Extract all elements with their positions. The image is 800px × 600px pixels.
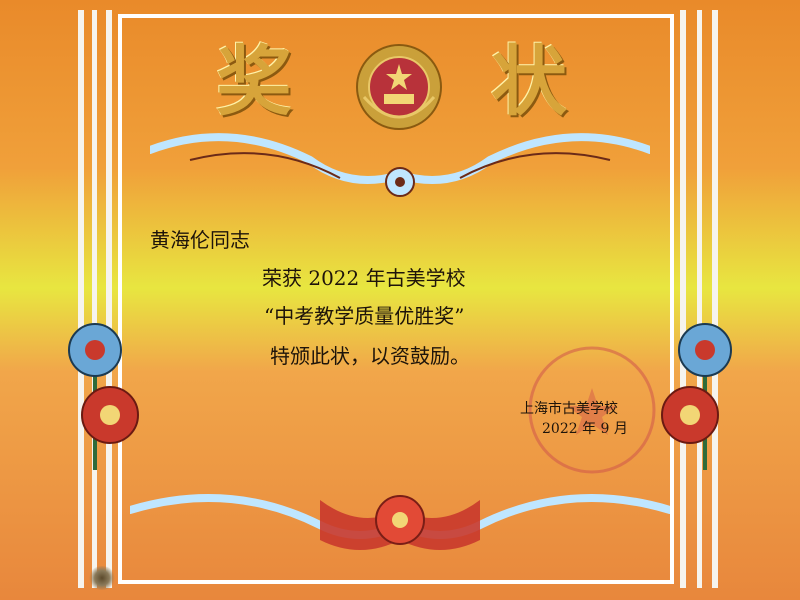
border-stripe [92,10,97,588]
border-stripe [712,10,718,588]
award-line-1: 荣获 2022 年古美学校 [262,266,466,290]
recipient-name: 黄海伦同志 [150,228,250,252]
title-right-char: 状 [491,37,567,126]
phoenix-ornament-icon [150,133,650,197]
ribbon-flower-icon [130,494,670,550]
flower-bouquet-icon [661,323,732,470]
national-emblem-icon [356,44,442,130]
border-stripe [106,10,112,588]
award-line-3: 特颁此状，以资鼓励。 [270,344,470,368]
inner-frame [118,14,674,584]
paper-damage-mark [88,566,116,590]
flower-bouquet-icon [68,323,139,470]
border-stripe [697,10,702,588]
issue-date: 2022 年 9 月 [542,421,628,437]
issuer-name: 上海市古美学校 [520,401,618,417]
seal-icon [528,346,656,474]
title-left-char: 奖 [216,37,292,126]
border-stripe [78,10,84,588]
border-stripe [680,10,686,588]
award-line-2: “中考教学质量优胜奖” [264,304,465,328]
